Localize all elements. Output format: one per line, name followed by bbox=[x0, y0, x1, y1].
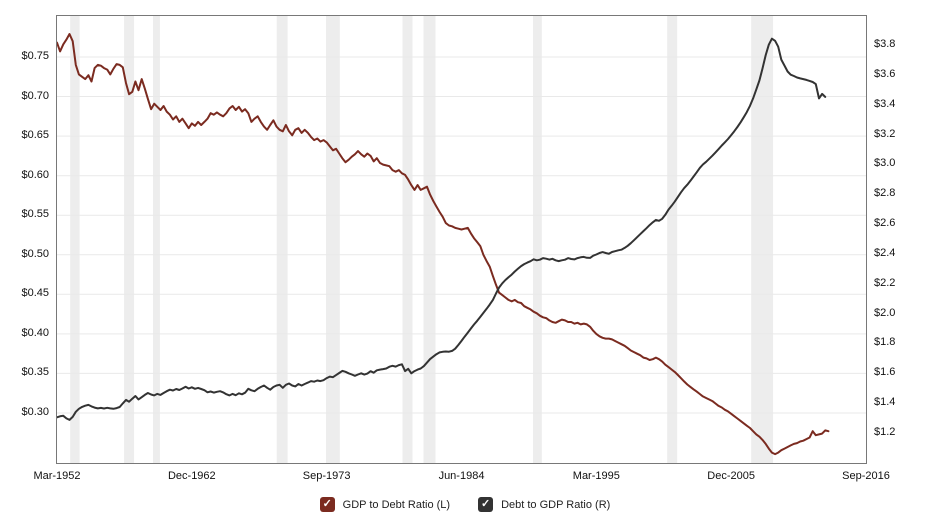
recession-band bbox=[423, 16, 436, 463]
recession-band bbox=[326, 16, 340, 463]
y-axis-right-label: $2.2 bbox=[874, 276, 896, 289]
x-axis-label: Mar-1995 bbox=[572, 470, 620, 482]
y-axis-right-label: $3.8 bbox=[874, 37, 896, 50]
y-axis-right-label: $2.6 bbox=[874, 217, 896, 230]
y-axis-right-label: $3.4 bbox=[874, 97, 896, 110]
legend-label-gdp-to-debt: GDP to Debt Ratio (L) bbox=[342, 498, 451, 511]
y-axis-right-label: $3.0 bbox=[874, 157, 896, 170]
y-axis-left-label: $0.75 bbox=[21, 49, 49, 62]
series-line-debt-to-gdp bbox=[57, 37, 827, 421]
y-axis-left-label: $0.50 bbox=[21, 247, 49, 260]
recession-band bbox=[533, 16, 542, 463]
recession-band bbox=[667, 16, 678, 463]
y-axis-right-label: $2.4 bbox=[874, 246, 896, 259]
recession-band bbox=[70, 16, 80, 463]
y-axis-left-label: $0.45 bbox=[21, 287, 49, 300]
y-axis-left-label: $0.30 bbox=[21, 405, 49, 418]
plot-svg bbox=[57, 16, 866, 463]
recession-band bbox=[402, 16, 413, 463]
legend-checkbox-gdp-to-debt-icon[interactable]: ✓ bbox=[319, 497, 335, 512]
series-line-gdp-to-debt bbox=[57, 33, 830, 456]
plot-area bbox=[56, 15, 867, 464]
legend-checkbox-debt-to-gdp-icon[interactable]: ✓ bbox=[478, 497, 494, 512]
y-axis-right-label: $1.8 bbox=[874, 336, 896, 349]
y-axis-left-label: $0.40 bbox=[21, 326, 49, 339]
legend-item-debt-to-gdp[interactable]: ✓ Debt to GDP Ratio (R) bbox=[478, 497, 610, 512]
legend: ✓ GDP to Debt Ratio (L) ✓ Debt to GDP Ra… bbox=[0, 497, 930, 512]
y-axis-left-label: $0.60 bbox=[21, 168, 49, 181]
x-axis-label: Dec-2005 bbox=[707, 470, 755, 482]
x-axis-label: Sep-2016 bbox=[842, 470, 890, 482]
recession-band bbox=[153, 16, 160, 463]
y-axis-right-label: $1.2 bbox=[874, 426, 896, 438]
x-axis-label: Jun-1984 bbox=[438, 470, 485, 482]
y-axis-right-label: $3.6 bbox=[874, 67, 896, 80]
y-axis-right-label: $1.4 bbox=[874, 396, 896, 409]
y-axis-right-label: $2.0 bbox=[874, 306, 896, 319]
y-axis-left-label: $0.55 bbox=[21, 208, 49, 221]
recession-band bbox=[276, 16, 288, 463]
y-axis-left-label: $0.35 bbox=[21, 366, 49, 379]
x-axis-label: Dec-1962 bbox=[167, 470, 216, 482]
legend-item-gdp-to-debt[interactable]: ✓ GDP to Debt Ratio (L) bbox=[319, 497, 451, 512]
recession-band bbox=[751, 16, 774, 463]
recession-band bbox=[124, 16, 135, 463]
y-axis-right-label: $3.2 bbox=[874, 127, 896, 140]
y-axis-right-label: $2.8 bbox=[874, 187, 896, 200]
y-axis-left-label: $0.70 bbox=[21, 89, 49, 102]
legend-label-debt-to-gdp: Debt to GDP Ratio (R) bbox=[501, 498, 611, 511]
x-axis-label: Sep-1973 bbox=[302, 470, 351, 482]
y-axis-right-label: $1.6 bbox=[874, 366, 896, 379]
x-axis-label: Mar-1952 bbox=[33, 470, 81, 482]
y-axis-left-label: $0.65 bbox=[21, 129, 49, 142]
